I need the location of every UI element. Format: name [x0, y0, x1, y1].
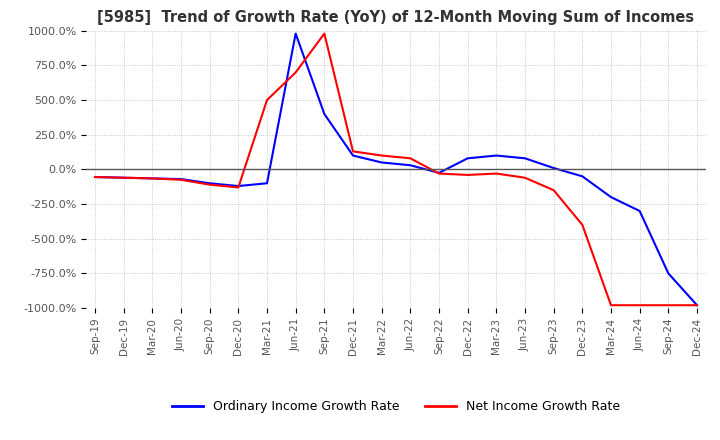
Ordinary Income Growth Rate — [176, 176, 185, 182]
Ordinary Income Growth Rate — [348, 153, 357, 158]
Net Income Growth Rate — [578, 222, 587, 227]
Line: Ordinary Income Growth Rate: Ordinary Income Growth Rate — [95, 33, 697, 305]
Net Income Growth Rate — [492, 171, 500, 176]
Ordinary Income Growth Rate — [148, 176, 157, 181]
Net Income Growth Rate — [435, 171, 444, 176]
Net Income Growth Rate — [234, 185, 243, 190]
Ordinary Income Growth Rate — [521, 156, 529, 161]
Net Income Growth Rate — [348, 149, 357, 154]
Ordinary Income Growth Rate — [120, 175, 128, 180]
Ordinary Income Growth Rate — [263, 180, 271, 186]
Net Income Growth Rate — [120, 175, 128, 180]
Net Income Growth Rate — [406, 156, 415, 161]
Ordinary Income Growth Rate — [664, 271, 672, 276]
Ordinary Income Growth Rate — [464, 156, 472, 161]
Ordinary Income Growth Rate — [578, 174, 587, 179]
Net Income Growth Rate — [205, 182, 214, 187]
Ordinary Income Growth Rate — [205, 180, 214, 186]
Ordinary Income Growth Rate — [635, 209, 644, 214]
Ordinary Income Growth Rate — [435, 170, 444, 176]
Ordinary Income Growth Rate — [234, 183, 243, 189]
Ordinary Income Growth Rate — [492, 153, 500, 158]
Ordinary Income Growth Rate — [91, 174, 99, 180]
Line: Net Income Growth Rate: Net Income Growth Rate — [95, 33, 697, 305]
Net Income Growth Rate — [521, 175, 529, 180]
Ordinary Income Growth Rate — [406, 163, 415, 168]
Ordinary Income Growth Rate — [292, 31, 300, 36]
Net Income Growth Rate — [607, 303, 616, 308]
Net Income Growth Rate — [464, 172, 472, 178]
Ordinary Income Growth Rate — [320, 111, 328, 117]
Title: [5985]  Trend of Growth Rate (YoY) of 12-Month Moving Sum of Incomes: [5985] Trend of Growth Rate (YoY) of 12-… — [97, 11, 695, 26]
Net Income Growth Rate — [176, 177, 185, 183]
Ordinary Income Growth Rate — [693, 303, 701, 308]
Net Income Growth Rate — [320, 31, 328, 36]
Legend: Ordinary Income Growth Rate, Net Income Growth Rate: Ordinary Income Growth Rate, Net Income … — [167, 395, 625, 418]
Ordinary Income Growth Rate — [549, 165, 558, 171]
Net Income Growth Rate — [292, 70, 300, 75]
Ordinary Income Growth Rate — [607, 194, 616, 200]
Net Income Growth Rate — [91, 174, 99, 180]
Net Income Growth Rate — [148, 176, 157, 181]
Net Income Growth Rate — [377, 153, 386, 158]
Net Income Growth Rate — [549, 187, 558, 193]
Ordinary Income Growth Rate — [377, 160, 386, 165]
Net Income Growth Rate — [263, 97, 271, 103]
Net Income Growth Rate — [664, 303, 672, 308]
Net Income Growth Rate — [693, 303, 701, 308]
Net Income Growth Rate — [635, 303, 644, 308]
